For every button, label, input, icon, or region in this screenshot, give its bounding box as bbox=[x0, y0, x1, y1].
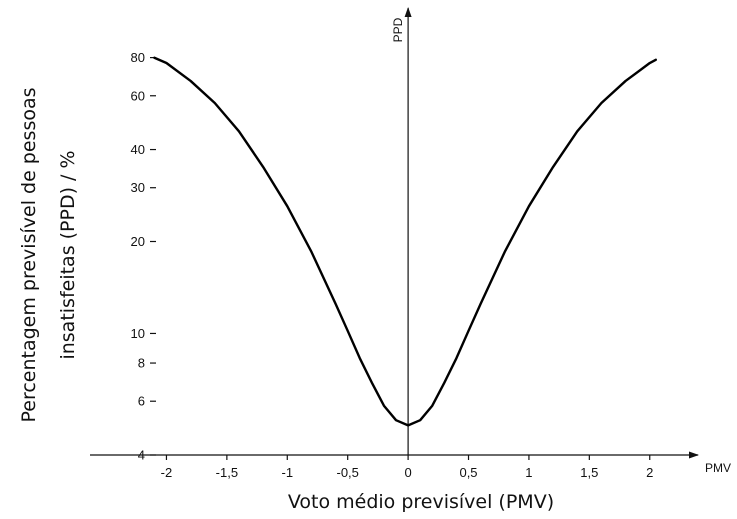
x-tick-label: 0 bbox=[404, 465, 411, 480]
x-tick-label: -1 bbox=[281, 465, 293, 480]
x-tick-label: 1,5 bbox=[580, 465, 598, 480]
x-tick-label: -2 bbox=[161, 465, 173, 480]
y-ticks: 4 6 8 10 20 30 40 60 80 bbox=[131, 50, 156, 463]
y-tick-label: 6 bbox=[138, 394, 145, 409]
y-axis-title-line-2: insatisfeitas (PPD) / % bbox=[57, 150, 79, 359]
x-tick-label: -1,5 bbox=[216, 465, 238, 480]
y-tick-label: 8 bbox=[138, 356, 145, 371]
y-tick-label: 10 bbox=[131, 326, 145, 341]
y-axis-end-label: PPD bbox=[391, 17, 405, 42]
y-tick-label: 80 bbox=[131, 50, 145, 65]
x-ticks: -2 -1,5 -1 -0,5 0 0,5 1 1,5 2 bbox=[161, 455, 653, 480]
x-axis-end-label: PMV bbox=[705, 461, 731, 475]
y-tick-label: 4 bbox=[138, 448, 145, 463]
y-axis: 4 6 8 10 20 30 40 60 80 PPD bbox=[131, 7, 412, 463]
y-tick-label: 60 bbox=[131, 88, 145, 103]
x-tick-label: 1 bbox=[525, 465, 532, 480]
x-tick-label: -0,5 bbox=[336, 465, 358, 480]
y-axis-title-line-1: Percentagem previsível de pessoas bbox=[18, 87, 40, 422]
x-axis-title: Voto médio previsível (PMV) bbox=[288, 491, 554, 513]
x-tick-label: 0,5 bbox=[459, 465, 477, 480]
y-tick-label: 20 bbox=[131, 234, 145, 249]
x-tick-label: 2 bbox=[646, 465, 653, 480]
y-tick-label: 40 bbox=[131, 142, 145, 157]
x-axis: -2 -1,5 -1 -0,5 0 0,5 1 1,5 2 PMV bbox=[90, 451, 731, 480]
y-axis-title: Percentagem previsível de pessoas insati… bbox=[18, 87, 79, 422]
ppd-curve bbox=[153, 56, 657, 427]
y-tick-label: 30 bbox=[131, 180, 145, 195]
